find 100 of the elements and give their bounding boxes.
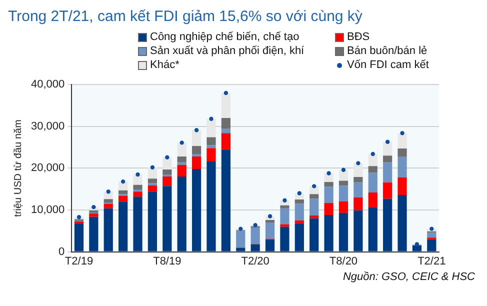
point (385, 140, 390, 144)
point (326, 171, 331, 176)
bar (118, 182, 128, 190)
bar (427, 232, 436, 238)
bar (368, 166, 378, 173)
point (297, 191, 302, 196)
bar (383, 182, 392, 199)
bar (294, 223, 304, 252)
y-axis-title: triệu USD từ đầu năm (12, 120, 24, 217)
point (356, 161, 360, 166)
x-tick-label: T8/19 (153, 255, 182, 268)
bar (206, 118, 216, 138)
point (165, 155, 170, 160)
bar (148, 185, 158, 192)
point (209, 116, 214, 121)
bar (104, 208, 113, 252)
bar (192, 154, 202, 156)
bar (324, 215, 334, 252)
bar (398, 177, 407, 195)
x-tick-label: T8/20 (329, 255, 358, 268)
bar (398, 148, 407, 157)
point (224, 90, 228, 96)
bar (206, 148, 216, 162)
point (400, 130, 404, 136)
point (180, 140, 184, 145)
bar (221, 149, 230, 252)
bar (265, 222, 275, 239)
text: Nguồn: GSO, CEIC & HSC (342, 271, 476, 283)
bar (250, 244, 260, 252)
bar (280, 226, 290, 252)
bar (221, 128, 230, 134)
x-tick-label: T2/20 (241, 255, 270, 268)
legend-label: Khác* (150, 59, 180, 71)
point (282, 198, 287, 202)
x-tick-label: T2/19 (64, 255, 94, 268)
bar (310, 198, 319, 216)
bar (265, 220, 275, 223)
bar (118, 190, 128, 194)
bar (206, 162, 216, 252)
bar (118, 202, 128, 252)
bar (398, 156, 407, 178)
bar (177, 156, 186, 162)
bar (221, 133, 230, 150)
legend-label: Bán buôn/bán lẻ (347, 45, 428, 57)
bar (324, 173, 334, 182)
legend-label: BĐS (347, 31, 370, 43)
bar (133, 184, 142, 190)
point (150, 165, 155, 170)
bar (250, 228, 260, 244)
bar (383, 142, 392, 156)
bar (118, 196, 128, 202)
bar (324, 202, 334, 216)
y-tick-label: 40,000 (30, 78, 65, 91)
bar (192, 130, 202, 146)
bar (206, 137, 216, 146)
bar (354, 176, 363, 182)
bar (133, 196, 142, 252)
bar (338, 186, 348, 202)
bar (368, 192, 378, 208)
bar (310, 186, 319, 194)
bar (74, 223, 84, 252)
bar (368, 207, 378, 252)
y-tick-label: 20,000 (30, 162, 65, 174)
point (120, 179, 126, 184)
bar (354, 182, 363, 198)
bar (133, 174, 142, 185)
bar (162, 176, 172, 186)
bar (162, 169, 172, 174)
chart-title: Trong 2T/21, cam kết FDI giảm 15,6% so với cùng kỳ (8, 8, 364, 27)
point (253, 222, 258, 228)
bar (427, 239, 436, 252)
y-tick-label: 10,000 (30, 204, 65, 216)
bar (280, 224, 290, 227)
bar (265, 240, 275, 252)
point (194, 128, 199, 132)
bar (192, 156, 202, 170)
point (106, 190, 110, 194)
bar (338, 180, 348, 186)
bar (192, 169, 202, 252)
bar (398, 133, 407, 149)
bar (221, 118, 230, 129)
point (414, 242, 420, 246)
point (76, 215, 82, 220)
point (341, 168, 346, 172)
bar (368, 154, 378, 166)
bar (383, 156, 392, 162)
bar (324, 182, 334, 187)
bar (148, 192, 158, 252)
bar (104, 199, 113, 202)
bar (162, 157, 172, 170)
bar (162, 174, 172, 177)
bar (89, 216, 98, 252)
bar (148, 167, 158, 179)
bar (104, 204, 113, 208)
bar (310, 218, 319, 252)
bar (368, 172, 378, 192)
bar (324, 186, 334, 203)
y-tick-label: 0 (58, 246, 65, 258)
bar (310, 215, 319, 218)
y-tick-label: 30,000 (30, 120, 65, 132)
